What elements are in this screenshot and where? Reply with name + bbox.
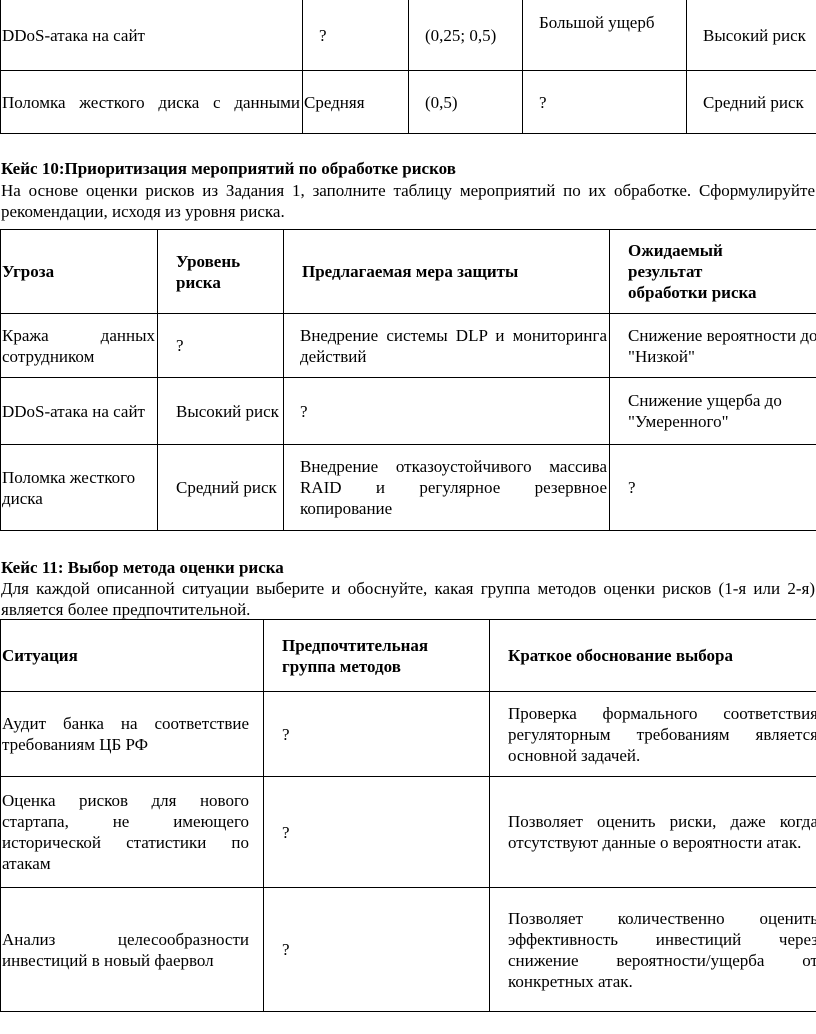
cell: Внедрение системы DLP и мониторинга дейс… [283,313,610,378]
cell: Снижение вероятности до "Низкой" [609,313,816,378]
cell: Проверка формального соответствия регуля… [489,691,816,777]
case10-text: На основе оценки рисков из Задания 1, за… [1,181,815,221]
cell: (0,5) [408,70,523,134]
header-cell: Ситуация [0,619,264,692]
header-cell: Угроза [0,229,158,314]
table-row: Оценка рисков для нового стартапа, не им… [0,776,816,888]
cell: Высокий риск [157,377,284,445]
cell: Средний риск [157,444,284,531]
risk-assessment-table: DDoS-атака на сайт ? (0,25; 0,5) Большой… [0,0,816,134]
header-cell: Краткое обоснование выбора [489,619,816,692]
cell: Позволяет количественно оценить эффектив… [489,887,816,1012]
header-cell: Предлагаемая мера защиты [283,229,610,314]
cell: ? [263,776,490,888]
cell: Высокий риск [686,0,816,71]
cell: DDoS-атака на сайт [0,377,158,445]
cell: ? [522,70,687,134]
cell: Снижение ущерба до "Умеренного" [609,377,816,445]
cell: Аудит банка на соответствие требованиям … [0,691,264,777]
cell: Кража данных сотрудником [0,313,158,378]
table-row: Анализ целесообразности инвестиций в нов… [0,887,816,1012]
cell: Средняя [302,70,409,134]
table-header-row: Угроза Уровень риска Предлагаемая мера з… [0,229,816,314]
cell: ? [283,377,610,445]
table-header-row: Ситуация Предпочтительная группа методов… [0,619,816,692]
table-row: Поломка жесткого диска с данными Средняя… [0,70,816,134]
case10-table: Угроза Уровень риска Предлагаемая мера з… [0,229,816,531]
cell: Поломка жесткого диска [0,444,158,531]
table-row: Кража данных сотрудником ? Внедрение сис… [0,313,816,378]
cell: Средний риск [686,70,816,134]
cell: Внедрение отказоустойчивого массива RAID… [283,444,610,531]
table-row: DDoS-атака на сайт ? (0,25; 0,5) Большой… [0,0,816,71]
table-row: DDoS-атака на сайт Высокий риск ? Снижен… [0,377,816,445]
cell: ? [157,313,284,378]
cell: Поломка жесткого диска с данными [0,70,303,134]
cell: ? [302,0,409,71]
cell: DDoS-атака на сайт [0,0,303,71]
case11-text: Для каждой описанной ситуации выберите и… [1,579,815,619]
cell: Позволяет оценить риски, даже когда отсу… [489,776,816,888]
header-cell: Предпочтительная группа методов [263,619,490,692]
case11-title: Кейс 11: Выбор метода оценки риска [1,558,284,577]
cell: ? [609,444,816,531]
table-row: Поломка жесткого диска Средний риск Внед… [0,444,816,531]
case11-table: Ситуация Предпочтительная группа методов… [0,619,816,1012]
header-cell: Уровень риска [157,229,284,314]
cell: Большой ущерб [522,0,687,71]
cell: ? [263,887,490,1012]
cell: (0,25; 0,5) [408,0,523,71]
header-cell: Ожидаемый результат обработки риска [609,229,816,314]
cell: Оценка рисков для нового стартапа, не им… [0,776,264,888]
table-row: Аудит банка на соответствие требованиям … [0,691,816,777]
cell: ? [263,691,490,777]
cell: Анализ целесообразности инвестиций в нов… [0,887,264,1012]
case10-title: Кейс 10:Приоритизация мероприятий по обр… [1,159,456,178]
